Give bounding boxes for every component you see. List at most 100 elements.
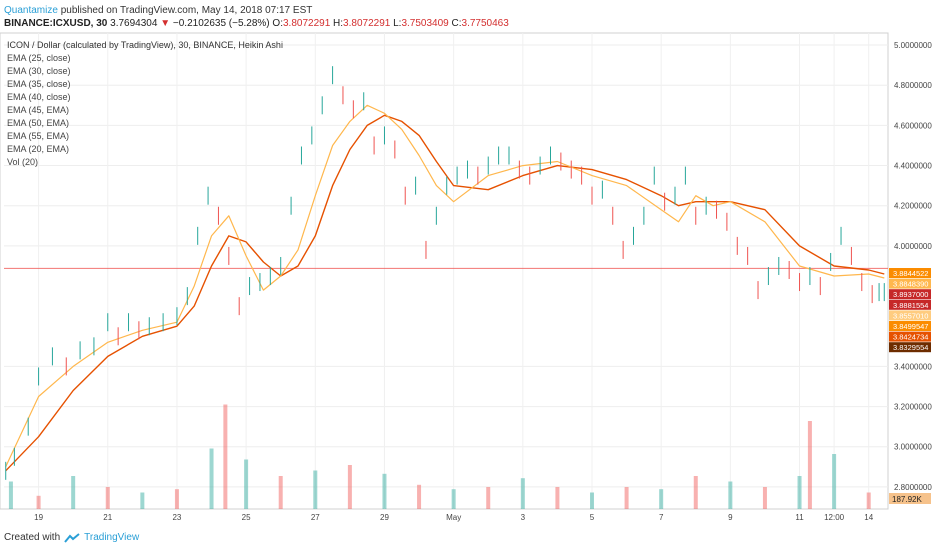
x-tick-label: 7 xyxy=(659,513,664,522)
volume-bar xyxy=(105,487,110,509)
price-tag-label: 3.8557010 xyxy=(893,311,928,320)
volume-bar xyxy=(693,476,698,509)
volume-bar xyxy=(244,459,249,509)
x-tick-label: 19 xyxy=(34,513,43,522)
x-tick-label: May xyxy=(446,513,461,522)
price-tag-label: 3.8881554 xyxy=(893,301,928,310)
low-label: L: xyxy=(393,18,402,29)
publisher-link[interactable]: Quantamize xyxy=(4,5,58,16)
volume-bar xyxy=(624,487,629,509)
volume-bar xyxy=(8,481,13,509)
legend: ICON / Dollar (calculated by TradingView… xyxy=(7,40,283,167)
price-chart[interactable]: 5.0000000 4.8000000 4.6000000 4.4000000 4.20… xyxy=(0,31,932,526)
volume-value: 187.92K xyxy=(892,495,922,504)
legend-item[interactable]: Vol (20) xyxy=(7,157,38,167)
price-tag-label: 3.8424734 xyxy=(893,333,928,342)
x-tick-label: 11 xyxy=(795,513,804,522)
price-tag xyxy=(889,278,931,289)
plot-frame xyxy=(0,32,889,510)
legend-item[interactable]: EMA (35, close) xyxy=(7,79,71,89)
volume-bar xyxy=(278,476,283,509)
price-tag xyxy=(889,289,931,300)
y-tick-label: 3.4000000 xyxy=(894,362,932,371)
last-price: 3.7694304 xyxy=(110,18,158,29)
grid-lines xyxy=(4,33,888,509)
volume-bar xyxy=(313,470,318,509)
volume-bar xyxy=(417,484,422,509)
volume-bar xyxy=(71,476,76,509)
volume-bar xyxy=(209,448,214,509)
y-axis: 5.0000000 4.8000000 4.6000000 4.4000000 4.20… xyxy=(894,41,932,492)
legend-item[interactable]: EMA (55, EMA) xyxy=(7,131,69,141)
price-tag-label: 3.8329554 xyxy=(893,343,928,352)
created-with-text: Created with xyxy=(4,532,61,543)
low-value: 3.7503409 xyxy=(401,18,449,29)
volume-bar xyxy=(140,492,145,509)
legend-item[interactable]: EMA (25, close) xyxy=(7,53,71,63)
volume-bar xyxy=(36,495,41,509)
open-value: 3.8072291 xyxy=(282,18,331,29)
series-lines xyxy=(4,66,888,480)
tradingview-link[interactable]: TradingView xyxy=(84,532,140,543)
symbol-label: BINANCE:ICXUSD, 30 xyxy=(4,18,108,29)
high-value: 3.8072291 xyxy=(343,18,391,29)
x-tick-label: 9 xyxy=(728,513,733,522)
price-tag xyxy=(889,268,931,278)
ema-slow-line xyxy=(5,114,885,472)
volume-bar xyxy=(807,421,812,509)
volume-bar xyxy=(555,487,560,509)
volume-bar xyxy=(797,476,802,509)
x-tick-label: 14 xyxy=(864,513,873,522)
y-tick-label: 3.2000000 xyxy=(894,403,932,412)
volume-bar xyxy=(451,489,456,509)
x-tick-label: 21 xyxy=(103,513,112,522)
footer: Created with TradingView xyxy=(4,532,139,543)
tradingview-logo-icon xyxy=(64,532,80,543)
change-value: −0.2102635 (−5.28%) xyxy=(172,18,270,29)
close-value: 3.7750463 xyxy=(461,18,509,29)
volume-bar xyxy=(174,489,179,509)
price-tag xyxy=(889,342,931,353)
high-label: H: xyxy=(333,18,344,29)
x-tick-label: 25 xyxy=(242,513,251,522)
legend-item[interactable]: EMA (50, EMA) xyxy=(7,118,69,128)
publish-line: Quantamize published on TradingView.com,… xyxy=(4,5,312,16)
y-tick-label: 4.6000000 xyxy=(894,121,932,130)
price-tag xyxy=(889,321,931,331)
price-tag xyxy=(889,331,931,342)
volume-bars xyxy=(8,404,871,509)
y-tick-label: 4.2000000 xyxy=(894,202,932,211)
x-tick-label: 23 xyxy=(172,513,181,522)
price-tag-label: 3.8499547 xyxy=(893,322,928,331)
legend-item[interactable]: EMA (20, EMA) xyxy=(7,144,69,154)
volume-bar xyxy=(486,487,491,509)
x-tick-label: 5 xyxy=(590,513,595,522)
x-axis: 19 21 23 25 27 29 May 3 5 7 9 11 12:00 14 xyxy=(34,513,874,522)
x-tick-label: 27 xyxy=(311,513,320,522)
price-tag xyxy=(889,310,931,321)
y-tick-label: 5.0000000 xyxy=(894,41,932,50)
y-tick-label: 4.8000000 xyxy=(894,81,932,90)
legend-item[interactable]: EMA (45, EMA) xyxy=(7,105,69,115)
x-tick-label: 3 xyxy=(521,513,526,522)
down-arrow-icon: ▼ xyxy=(160,18,171,29)
volume-bar xyxy=(728,481,733,509)
close-label: C: xyxy=(451,18,462,29)
ema-fast-line xyxy=(5,104,885,468)
legend-item[interactable]: EMA (40, close) xyxy=(7,92,71,102)
open-label: O: xyxy=(272,18,283,29)
ohlc-line: BINANCE:ICXUSD, 30 3.7694304 ▼ −0.210263… xyxy=(4,18,509,29)
volume-bar xyxy=(762,487,767,509)
volume-bar xyxy=(832,454,837,509)
volume-last-label: 187.92K xyxy=(889,493,931,504)
x-tick-label: 29 xyxy=(380,513,389,522)
y-tick-label: 4.4000000 xyxy=(894,162,932,171)
price-tag-label: 3.8844522 xyxy=(893,269,928,278)
x-tick-label: 12:00 xyxy=(824,513,845,522)
volume-bar xyxy=(659,489,664,509)
price-tag-label: 3.8848390 xyxy=(893,280,928,289)
legend-item[interactable]: EMA (30, close) xyxy=(7,66,71,76)
y-tick-label: 4.0000000 xyxy=(894,242,932,251)
published-text: published on TradingView.com, May 14, 20… xyxy=(60,5,313,16)
